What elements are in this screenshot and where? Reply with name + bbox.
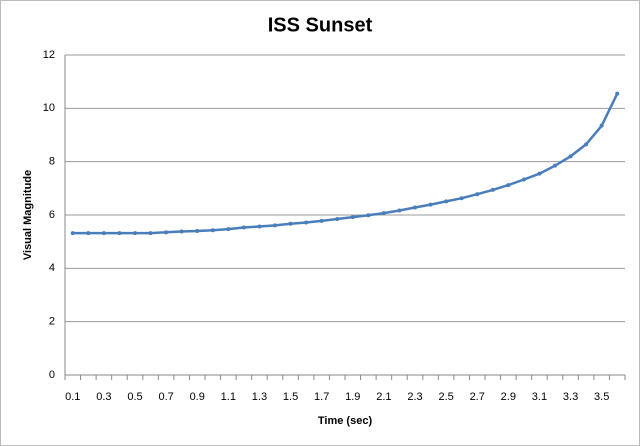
x-tick-label: 3.5 — [594, 391, 609, 403]
x-tick-label: 0.3 — [96, 391, 111, 403]
y-tick-label: 6 — [49, 209, 55, 221]
point — [428, 202, 433, 207]
y-tick-label: 0 — [49, 369, 55, 381]
x-tick-label: 2.3 — [407, 391, 422, 403]
point — [381, 211, 386, 216]
y-axis-title: Visual Magnitude — [22, 170, 34, 260]
point — [117, 231, 122, 236]
x-tick-label: 3.3 — [563, 391, 578, 403]
point — [319, 218, 324, 223]
x-tick-label: 2.9 — [501, 391, 516, 403]
point — [490, 187, 495, 192]
point — [164, 230, 169, 235]
point — [537, 171, 542, 176]
point — [148, 231, 153, 236]
x-tick-label: 2.5 — [438, 391, 453, 403]
point — [241, 225, 246, 230]
x-tick-label: 1.3 — [252, 391, 267, 403]
point — [335, 217, 340, 221]
x-tick-label: 1.5 — [283, 391, 298, 403]
point — [179, 229, 184, 234]
point — [350, 215, 355, 220]
y-tick-label: 4 — [49, 262, 55, 274]
chart-title: ISS Sunset — [268, 14, 373, 36]
point — [459, 196, 464, 201]
point — [257, 224, 262, 229]
x-axis-title: Time (sec) — [318, 415, 373, 427]
point — [397, 208, 402, 213]
point — [273, 223, 277, 228]
y-tick-label: 2 — [49, 316, 55, 328]
point — [210, 228, 215, 233]
point — [521, 177, 526, 182]
point — [70, 231, 75, 236]
point — [304, 220, 309, 225]
y-tick-label: 10 — [43, 102, 55, 114]
y-tick-label: 12 — [43, 49, 55, 61]
point — [599, 123, 604, 128]
point — [101, 231, 106, 236]
point — [195, 229, 200, 233]
point — [133, 231, 137, 236]
y-tick-label: 8 — [49, 156, 55, 168]
point — [615, 91, 620, 96]
point — [568, 154, 573, 159]
x-tick-label: 1.7 — [314, 391, 329, 403]
point — [584, 142, 589, 147]
x-tick-label: 1.1 — [221, 391, 236, 403]
x-tick-label: 0.5 — [127, 391, 142, 403]
point — [413, 205, 417, 210]
point — [86, 231, 91, 236]
x-tick-label: 0.1 — [65, 391, 80, 403]
x-tick-label: 0.7 — [158, 391, 173, 403]
point — [288, 221, 293, 226]
point — [475, 192, 480, 197]
x-tick-label: 0.9 — [190, 391, 205, 403]
line — [72, 93, 619, 235]
point — [553, 163, 557, 168]
x-tick-label: 2.1 — [376, 391, 391, 403]
point — [444, 199, 449, 204]
x-tick-label: 1.9 — [345, 391, 360, 403]
point — [506, 183, 511, 188]
x-tick-label: 2.7 — [470, 391, 485, 403]
point — [226, 227, 231, 232]
x-tick-label: 3.1 — [532, 391, 547, 403]
point — [366, 213, 371, 218]
